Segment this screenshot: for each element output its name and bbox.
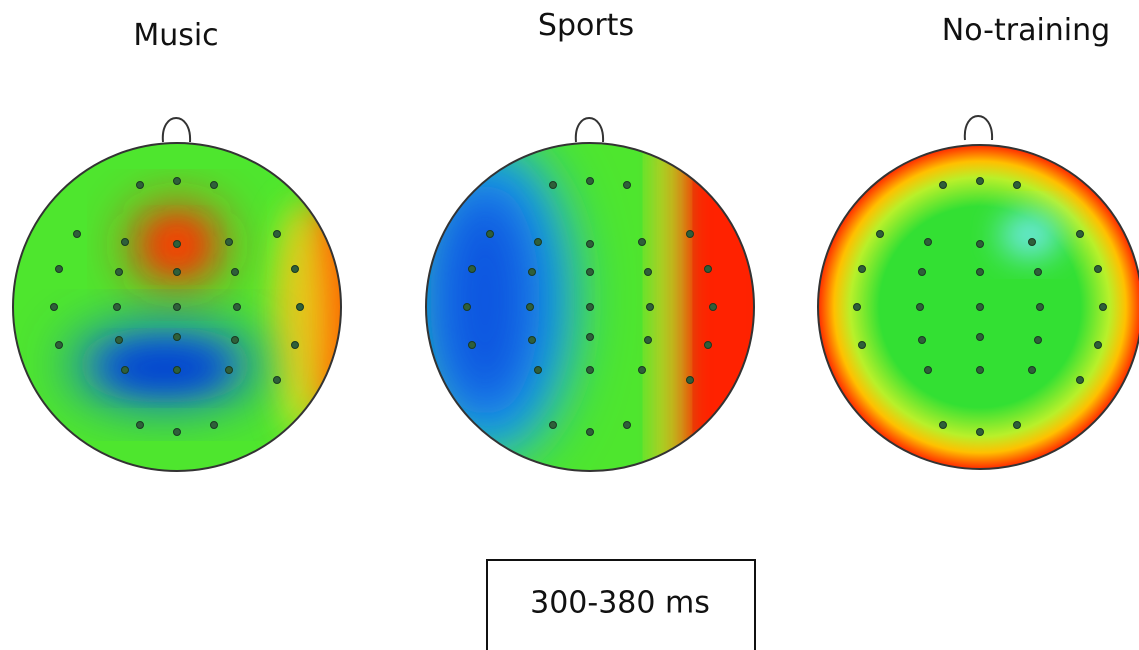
- electrode: [646, 303, 654, 311]
- electrode: [549, 181, 557, 189]
- electrode: [1013, 421, 1021, 429]
- electrode: [586, 268, 594, 276]
- electrode: [225, 238, 233, 246]
- electrode: [1094, 341, 1102, 349]
- electrode: [231, 268, 239, 276]
- electrode: [586, 177, 594, 185]
- electrode: [173, 428, 181, 436]
- electrode: [853, 303, 861, 311]
- electrode: [233, 303, 241, 311]
- electrode: [976, 240, 984, 248]
- electrode: [709, 303, 717, 311]
- head-map: [425, 117, 755, 472]
- time-window-box: [486, 559, 756, 650]
- electrode: [924, 366, 932, 374]
- electrode: [623, 421, 631, 429]
- electrode: [916, 303, 924, 311]
- electrode: [113, 303, 121, 311]
- electrode: [210, 181, 218, 189]
- electrode: [534, 366, 542, 374]
- electrode: [918, 336, 926, 344]
- electrode: [686, 376, 694, 384]
- electrode: [976, 177, 984, 185]
- electrode: [1099, 303, 1107, 311]
- electrode: [291, 265, 299, 273]
- electrode: [939, 181, 947, 189]
- electrode: [976, 303, 984, 311]
- electrode: [528, 268, 536, 276]
- electrode: [586, 366, 594, 374]
- electrode: [273, 376, 281, 384]
- electrode: [549, 421, 557, 429]
- electrode: [1076, 230, 1084, 238]
- electrode: [586, 333, 594, 341]
- electrode: [136, 421, 144, 429]
- electrode: [121, 238, 129, 246]
- electrode: [623, 181, 631, 189]
- time-window: 300-380 ms: [530, 586, 710, 621]
- electrode: [55, 341, 63, 349]
- electrode: [644, 268, 652, 276]
- electrode: [121, 366, 129, 374]
- electrode: [115, 268, 123, 276]
- electrode: [291, 341, 299, 349]
- electrode: [586, 303, 594, 311]
- electrode: [534, 238, 542, 246]
- electrode: [468, 341, 476, 349]
- electrode: [173, 240, 181, 248]
- electrode: [173, 303, 181, 311]
- electrode: [526, 303, 534, 311]
- electrode: [638, 366, 646, 374]
- electrode: [210, 421, 218, 429]
- electrode: [918, 268, 926, 276]
- electrode: [1028, 366, 1036, 374]
- electrode: [644, 336, 652, 344]
- electrode: [468, 265, 476, 273]
- electrode: [638, 238, 646, 246]
- electrode: [976, 268, 984, 276]
- electrode: [273, 230, 281, 238]
- electrode: [1034, 336, 1042, 344]
- electrode: [296, 303, 304, 311]
- electrode: [173, 177, 181, 185]
- electrode: [1076, 376, 1084, 384]
- electrode: [173, 366, 181, 374]
- electrode: [876, 230, 884, 238]
- electrode: [1034, 268, 1042, 276]
- electrode: [225, 366, 233, 374]
- electrode: [976, 428, 984, 436]
- panel-title: No-training: [942, 13, 1110, 48]
- head-map: [817, 115, 1139, 470]
- electrode: [1013, 181, 1021, 189]
- electrode: [976, 366, 984, 374]
- electrode: [704, 341, 712, 349]
- electrode: [463, 303, 471, 311]
- electrode: [1028, 238, 1036, 246]
- electrode: [858, 341, 866, 349]
- electrode: [136, 181, 144, 189]
- electrode: [586, 240, 594, 248]
- electrode: [173, 268, 181, 276]
- electrode: [924, 238, 932, 246]
- electrode: [686, 230, 694, 238]
- electrode: [486, 230, 494, 238]
- electrode: [939, 421, 947, 429]
- electrode: [1036, 303, 1044, 311]
- electrodes: [50, 177, 1107, 436]
- electrode: [528, 336, 536, 344]
- electrode: [704, 265, 712, 273]
- electrode: [976, 333, 984, 341]
- electrode: [1094, 265, 1102, 273]
- electrode: [858, 265, 866, 273]
- electrode: [173, 333, 181, 341]
- electrode: [231, 336, 239, 344]
- electrode: [55, 265, 63, 273]
- electrode: [586, 428, 594, 436]
- panel-title: Sports: [538, 8, 634, 43]
- electrode: [115, 336, 123, 344]
- electrode: [73, 230, 81, 238]
- electrode: [50, 303, 58, 311]
- panel-title: Music: [133, 18, 218, 53]
